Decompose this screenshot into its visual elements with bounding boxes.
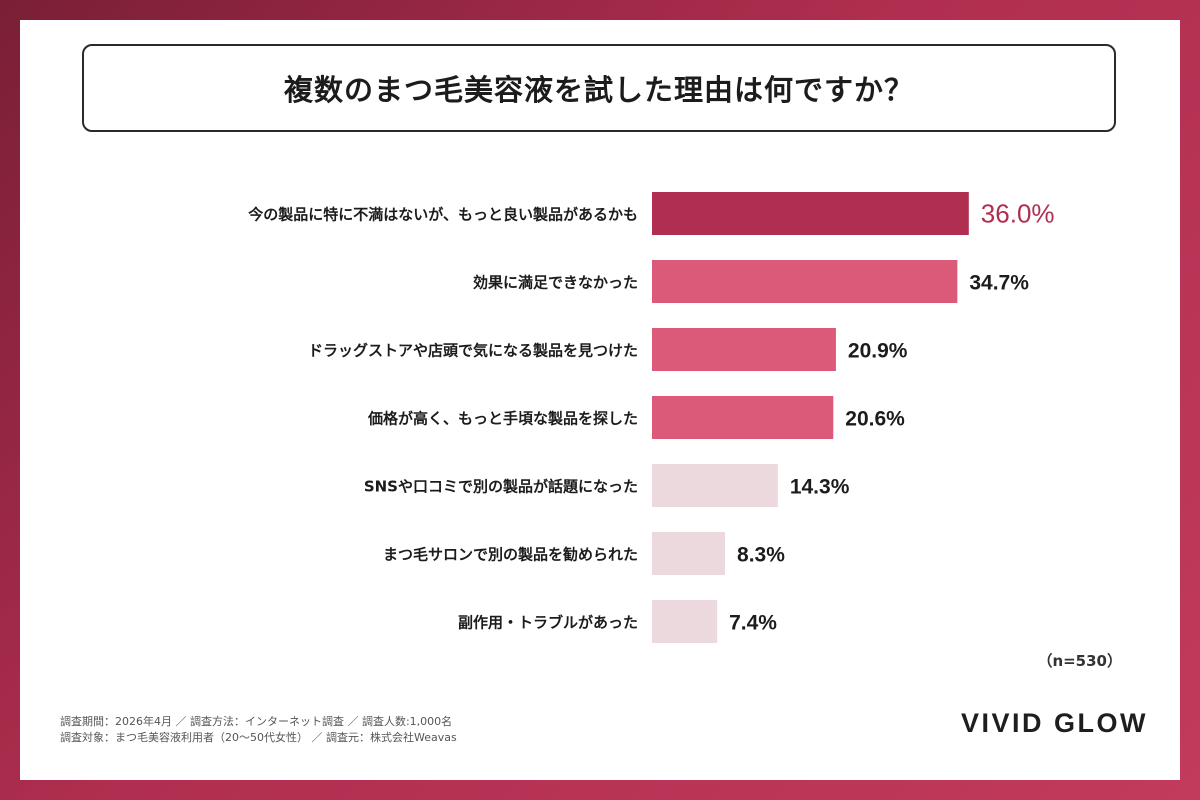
value-label-3: 20.6% [845, 408, 905, 431]
category-label-4: SNSや口コミで別の製品が話題になった [364, 478, 638, 496]
value-label-0: 36.0% [981, 199, 1055, 229]
bar-1 [652, 260, 958, 303]
value-label-4: 14.3% [790, 476, 850, 499]
chart-title: 複数のまつ毛美容液を試した理由は何ですか？ [283, 73, 914, 107]
category-label-3: 価格が高く、もっと手頃な製品を探した [367, 410, 638, 428]
value-label-6: 7.4% [729, 612, 777, 635]
bar-chart: 今の製品に特に不満はないが、もっと良い製品があるかも 36.0% 効果に満足できなか… [247, 192, 1055, 643]
brand-logo: VIVID GLOW [961, 708, 1148, 738]
value-label-5: 8.3% [737, 544, 785, 567]
footnote-line-1: 調査期間：2026年4月 ／ 調査方法：インターネット調査 ／ 調査人数:1,0… [60, 715, 453, 728]
category-label-5: まつ毛サロンで別の製品を勧められた [383, 546, 638, 564]
title-box: 複数のまつ毛美容液を試した理由は何ですか？ [82, 44, 1116, 132]
bar-6 [652, 600, 718, 643]
chart-card: 複数のまつ毛美容液を試した理由は何ですか？ 今の製品に特に不満はないが、もっと良… [20, 20, 1180, 780]
bar-4 [652, 464, 778, 507]
bar-5 [652, 532, 726, 575]
value-label-1: 34.7% [969, 272, 1029, 295]
sample-size-note: （n=530） [1037, 652, 1122, 670]
category-label-0: 今の製品に特に不満はないが、もっと良い製品があるかも [247, 206, 638, 224]
survey-footnote: 調査期間：2026年4月 ／ 調査方法：インターネット調査 ／ 調査人数:1,0… [60, 714, 457, 746]
footnote-line-2: 調査対象：まつ毛美容液利用者（20〜50代女性） ／ 調査元：株式会社Weava… [60, 731, 457, 744]
category-label-2: ドラッグストアや店頭で気になる製品を見つけた [308, 342, 638, 360]
category-label-1: 効果に満足できなかった [473, 274, 638, 292]
bar-0 [652, 192, 969, 235]
value-label-2: 20.9% [848, 340, 908, 363]
bar-2 [652, 328, 836, 371]
bar-3 [652, 396, 834, 439]
category-label-6: 副作用・トラブルがあった [458, 614, 638, 632]
